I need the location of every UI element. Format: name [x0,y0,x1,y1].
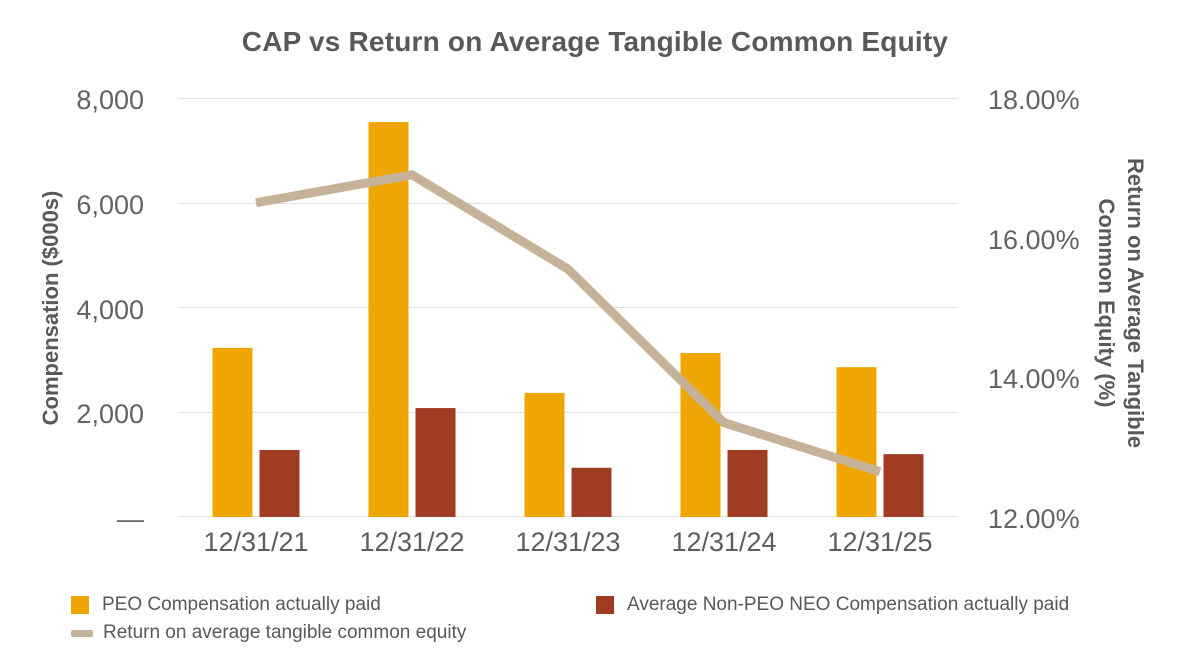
roatce-line [255,170,882,476]
left-axis-tick-label: 2,000 [76,399,144,430]
right-axis-tick-label: 14.00% [988,364,1080,395]
bar-neo-compensation [727,449,768,517]
legend-item-neo-compensation: Average Non-PEO NEO Compensation actuall… [596,594,1069,616]
peo-compensation-swatch-icon [71,596,89,614]
bar-neo-compensation [415,408,456,517]
left-axis-tick-label: 6,000 [76,189,144,220]
right-axis-tick-label: 18.00% [988,85,1080,115]
x-axis-tick-label: 12/31/25 [827,527,933,557]
legend-label-peo-compensation: PEO Compensation actually paid [102,594,381,615]
chart-title: CAP vs Return on Average Tangible Common… [241,26,949,57]
left-axis-tick-label: 8,000 [76,85,144,115]
x-axis-tick-label: 12/31/21 [203,527,309,557]
right-axis-tick-label: 16.00% [988,224,1080,255]
legend-label-roatce: Return on average tangible common equity [103,622,467,643]
plot-svg [178,98,958,517]
neo-compensation-swatch-icon [596,596,614,614]
bar-neo-compensation [259,449,300,517]
left-axis-tick-label: 4,000 [76,294,144,325]
legend-label-neo-compensation: Average Non-PEO NEO Compensation actuall… [627,594,1070,615]
x-axis-tick-label: 12/31/24 [671,527,777,557]
bar-peo-compensation [836,367,877,517]
plot-area [178,98,958,517]
right-axis-tick-label: 12.00% [988,504,1080,534]
bar-peo-compensation [368,122,409,517]
bar-peo-compensation [524,392,565,517]
right-axis-ticks: 18.00% 16.00% 14.00% 12.00% [988,0,1138,672]
left-axis-tick-label: — [117,504,144,534]
bar-peo-compensation [212,347,253,517]
bar-peo-compensation [680,353,721,517]
left-axis-ticks: 8,000 6,000 4,000 2,000 — [20,0,144,672]
legend-item-peo-compensation: PEO Compensation actually paid [71,594,381,616]
roatce-line-swatch-icon [71,629,93,637]
x-axis-tick-label: 12/31/22 [359,527,465,557]
legend-item-roatce: Return on average tangible common equity [71,622,466,644]
bar-neo-compensation [571,467,612,517]
x-axis-tick-label: 12/31/23 [515,527,621,557]
bar-neo-compensation [883,454,924,517]
